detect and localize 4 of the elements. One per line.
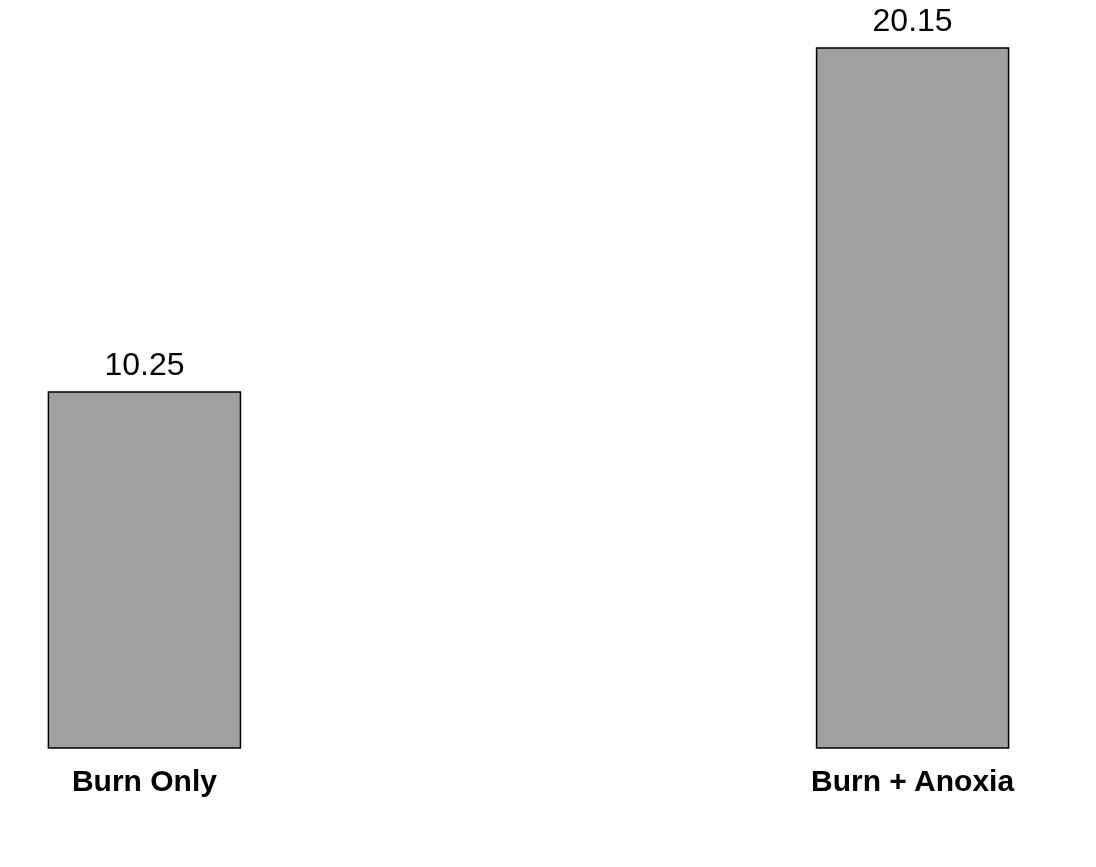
data-label: 20.15 bbox=[872, 2, 953, 38]
x-tick-label: Burn + Anoxia bbox=[811, 763, 1015, 797]
x-tick-label: Burn Only bbox=[71, 763, 218, 797]
data-label: 10.25 bbox=[104, 345, 185, 382]
